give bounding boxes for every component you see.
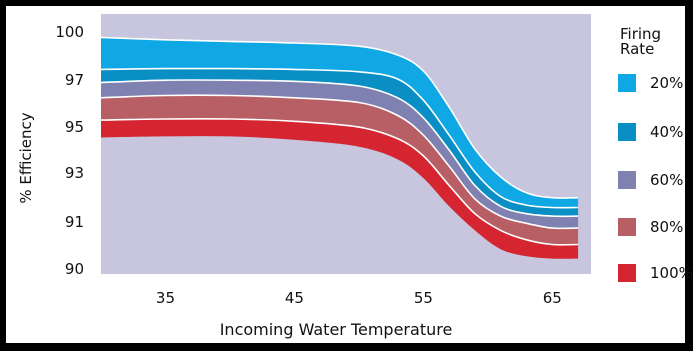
series-band-20-percent [101, 37, 579, 208]
legend-item: 60% [618, 171, 693, 189]
x-tick-label: 65 [543, 289, 562, 307]
y-tick-label: 95 [65, 118, 84, 136]
y-tick-label: 97 [65, 71, 84, 89]
series-band-60-percent [101, 79, 579, 229]
y-tick-label: 91 [65, 213, 84, 231]
legend-item: 80% [618, 218, 693, 236]
legend-swatch [618, 74, 636, 92]
legend-swatch [618, 171, 636, 189]
series-edge-line [100, 36, 579, 199]
legend-label: 100% [650, 264, 693, 282]
x-axis-label: Incoming Water Temperature [220, 320, 453, 339]
series-edge-line [100, 117, 579, 246]
legend-label: 60% [650, 171, 684, 189]
legend-item: 40% [618, 123, 693, 141]
legend-title: Firing Rate [620, 27, 661, 57]
legend-label: 40% [650, 123, 684, 141]
legend-swatch [618, 123, 636, 141]
legend-label: 20% [650, 74, 684, 92]
legend-title-line: Firing [620, 25, 662, 43]
y-tick-label: 90 [65, 260, 84, 278]
x-tick-label: 55 [414, 289, 433, 307]
chart-canvas: 90 91 93 95 97 100 35 45 55 65 Incoming Water Te… [17, 14, 591, 339]
series-band-80-percent [101, 95, 579, 245]
legend-swatch [618, 218, 636, 236]
series-band-100-percent [101, 118, 579, 259]
legend-item: 100% [618, 264, 693, 282]
y-tick-label: 100 [55, 23, 84, 41]
legend-swatch [618, 264, 636, 282]
series-edge-line [100, 79, 579, 218]
legend-label: 80% [650, 218, 684, 236]
y-axis-label: % Efficiency [17, 112, 35, 203]
series-edge-line [100, 94, 579, 230]
x-tick-label: 45 [285, 289, 304, 307]
chart-frame: 90 91 93 95 97 100 35 45 55 65 Incoming Water Te… [6, 6, 693, 343]
legend-item: 20% [618, 74, 693, 92]
x-tick-label: 35 [156, 289, 175, 307]
series-edge-line [100, 67, 579, 209]
y-tick-label: 93 [65, 164, 84, 182]
legend-title-line: Rate [620, 40, 655, 58]
